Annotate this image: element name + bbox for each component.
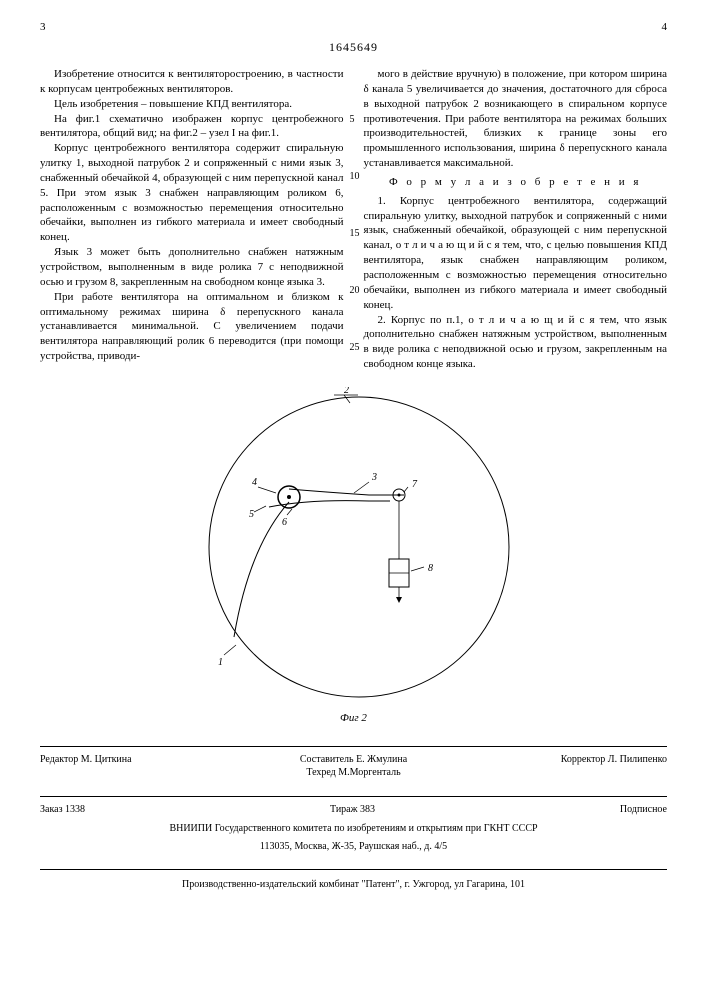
figure-container: 5 4 6 3 7 8 1 2 Фиг 2 [40,387,667,726]
publisher: Производственно-издательский комбинат "П… [40,878,667,892]
divider [40,746,667,747]
label-6: 6 [282,517,287,528]
header-row: 3 4 [40,20,667,35]
para: 1. Корпус центробежного вентилятора, сод… [364,194,668,313]
subscription: Подписное [620,803,667,817]
label-5: 5 [249,509,254,520]
line-marker: 20 [350,284,360,298]
institute-line2: 113035, Москва, Ж-35, Раушская наб., д. … [40,840,667,854]
credits-row: Редактор М. Циткина Составитель Е. Жмули… [40,753,667,780]
right-column: 5 10 15 20 25 мого в действие вручную) в… [364,67,668,357]
order: Заказ 1338 [40,803,85,817]
left-column: Изобретение относится к вентиляторострое… [40,67,344,357]
compiler: Составитель Е. Жмулина [249,753,458,767]
label-1: 1 [218,657,223,668]
para: При работе вентилятора на оптимальном и … [40,290,344,364]
doc-number: 1645649 [40,39,667,55]
columns: Изобретение относится к вентиляторострое… [40,67,667,357]
figure-caption: Фиг 2 [40,711,667,726]
institute-line1: ВНИИПИ Государственного комитета по изоб… [40,822,667,836]
line-marker: 25 [350,341,360,355]
editor: Редактор М. Циткина [40,753,249,780]
label-2: 2 [344,387,349,396]
line-marker: 10 [350,170,360,184]
para: Изобретение относится к вентиляторострое… [40,67,344,97]
label-7: 7 [412,479,418,490]
line-marker: 15 [350,227,360,241]
label-4: 4 [252,477,257,488]
page-left: 3 [40,20,46,35]
formula-title: Ф о р м у л а и з о б р е т е н и я [364,175,668,190]
label-8: 8 [428,563,433,574]
tirage: Тираж 383 [330,803,375,817]
para: Язык 3 может быть дополнительно снабжен … [40,245,344,290]
label-3: 3 [371,472,377,483]
para: мого в действие вручную) в положение, пр… [364,67,668,171]
para: 2. Корпус по п.1, о т л и ч а ю щ и й с … [364,313,668,372]
para: Корпус центробежного вентилятора содержи… [40,141,344,245]
figure-svg: 5 4 6 3 7 8 1 2 [194,387,514,707]
divider [40,796,667,797]
line-marker: 5 [350,113,355,127]
corrector: Корректор Л. Пилипенко [458,753,667,780]
order-info: Заказ 1338 Тираж 383 Подписное [40,803,667,817]
para: Цель изобретения – повышение КПД вентиля… [40,97,344,112]
para: На фиг.1 схематично изображен корпус цен… [40,112,344,142]
page-right: 4 [662,20,668,35]
divider [40,869,667,870]
techred: Техред М.Моргенталь [249,766,458,780]
